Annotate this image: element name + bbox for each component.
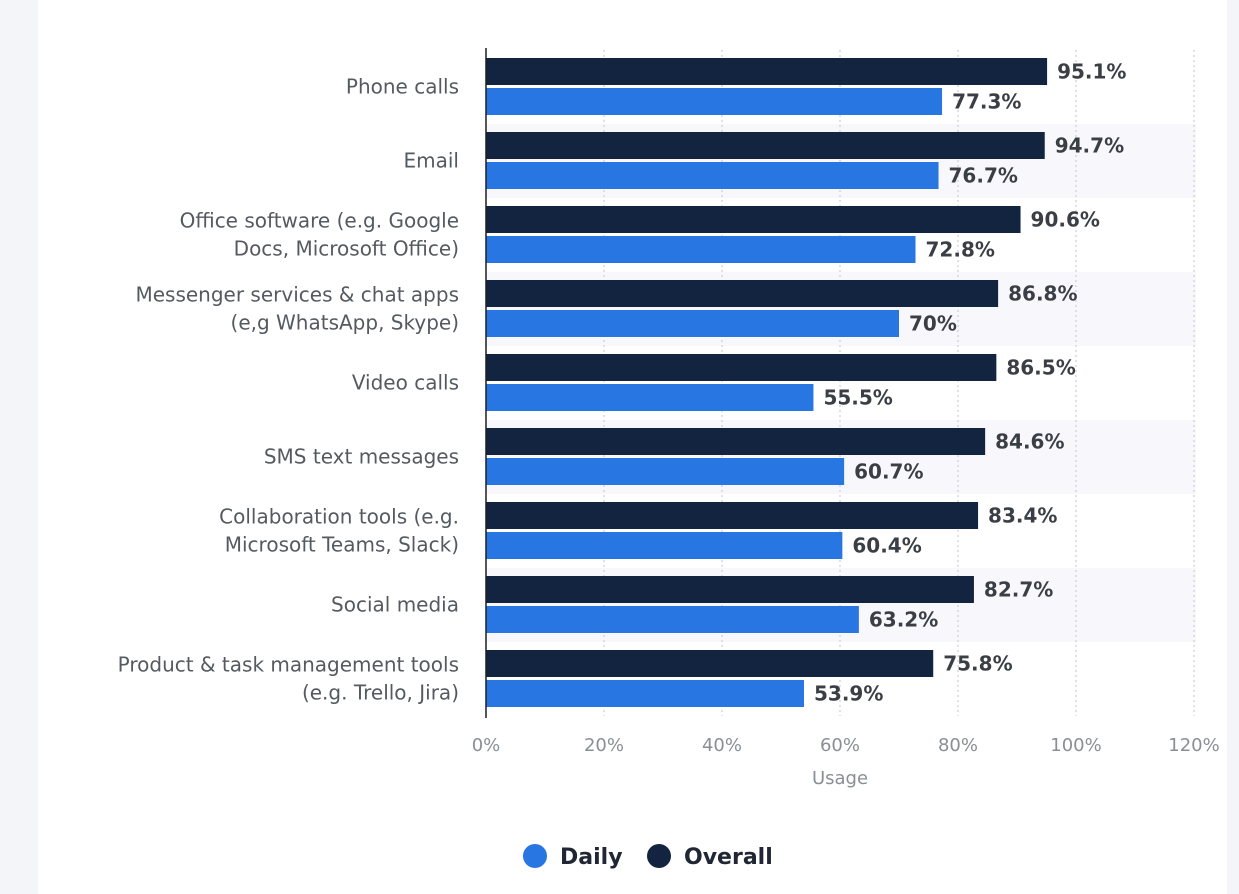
overall-value-label: 95.1% <box>1057 60 1126 84</box>
overall-value-label: 82.7% <box>984 578 1053 602</box>
category-label: Office software (e.g. Google Docs, Micros… <box>180 209 459 261</box>
daily-value-label: 72.8% <box>926 238 995 262</box>
legend-label-overall[interactable]: Overall <box>684 845 773 870</box>
overall-bar[interactable] <box>486 428 986 455</box>
overall-value-label: 83.4% <box>988 504 1057 528</box>
daily-value-label: 76.7% <box>949 164 1018 188</box>
overall-value-label: 75.8% <box>943 652 1012 676</box>
legend-marker-overall[interactable] <box>647 844 671 868</box>
x-tick-label: 120% <box>1168 735 1219 756</box>
daily-bar[interactable] <box>486 458 845 485</box>
daily-bar[interactable] <box>486 310 899 337</box>
x-tick-label: 80% <box>938 735 978 756</box>
value-labels: 95.1% 77.3% 94.7% 76.7% 90.6% 72.8% 86.8% 70% 86… <box>814 60 1126 706</box>
overall-bar[interactable] <box>486 58 1048 85</box>
overall-bar[interactable] <box>486 576 974 603</box>
category-label: Email <box>404 149 460 173</box>
bars <box>486 58 1048 707</box>
x-tick-labels: 0% 20% 40% 60% 80% 100% 120% <box>472 735 1220 756</box>
legend-label-daily[interactable]: Daily <box>560 845 623 870</box>
category-label: Social media <box>331 593 459 617</box>
overall-value-label: 84.6% <box>995 430 1064 454</box>
category-labels: Phone calls Email Office software (e.g. Go… <box>118 75 459 705</box>
overall-bar[interactable] <box>486 280 999 307</box>
legend-marker-daily[interactable] <box>523 844 547 868</box>
daily-bar[interactable] <box>486 162 939 189</box>
daily-bar[interactable] <box>486 384 814 411</box>
overall-value-label: 94.7% <box>1055 134 1124 158</box>
x-axis-title: Usage <box>812 768 868 789</box>
daily-value-label: 70% <box>909 312 957 336</box>
row-bands <box>486 124 1196 642</box>
x-tick-label: 100% <box>1050 735 1101 756</box>
daily-bar[interactable] <box>486 606 859 633</box>
overall-value-label: 86.8% <box>1008 282 1077 306</box>
grid-lines <box>603 50 1195 716</box>
daily-value-label: 63.2% <box>869 608 938 632</box>
category-label: SMS text messages <box>264 445 459 469</box>
category-label: Collaboration tools (e.g. Microsoft Teams… <box>219 505 459 557</box>
right-gutter <box>1227 0 1239 894</box>
overall-value-label: 86.5% <box>1006 356 1075 380</box>
category-label: Messenger services & chat apps (e,g Whats… <box>135 283 459 335</box>
overall-bar[interactable] <box>486 650 934 677</box>
daily-bar[interactable] <box>486 680 805 707</box>
category-label: Phone calls <box>346 75 459 99</box>
left-gutter <box>0 0 38 894</box>
overall-bar[interactable] <box>486 354 997 381</box>
legend: Daily Overall <box>523 844 773 870</box>
daily-value-label: 77.3% <box>952 90 1021 114</box>
x-tick-label: 0% <box>472 735 501 756</box>
daily-bar[interactable] <box>486 88 943 115</box>
category-label: Product & task management tools (e.g. Tre… <box>118 653 459 705</box>
daily-value-label: 60.7% <box>854 460 923 484</box>
overall-value-label: 90.6% <box>1031 208 1100 232</box>
x-tick-label: 40% <box>702 735 742 756</box>
daily-bar[interactable] <box>486 532 843 559</box>
x-tick-label: 20% <box>584 735 624 756</box>
overall-bar[interactable] <box>486 206 1021 233</box>
daily-value-label: 53.9% <box>814 682 883 706</box>
x-tick-label: 60% <box>820 735 860 756</box>
category-label: Video calls <box>352 371 459 395</box>
overall-bar[interactable] <box>486 132 1045 159</box>
daily-value-label: 55.5% <box>823 386 892 410</box>
daily-value-label: 60.4% <box>852 534 921 558</box>
daily-bar[interactable] <box>486 236 916 263</box>
overall-bar[interactable] <box>486 502 979 529</box>
